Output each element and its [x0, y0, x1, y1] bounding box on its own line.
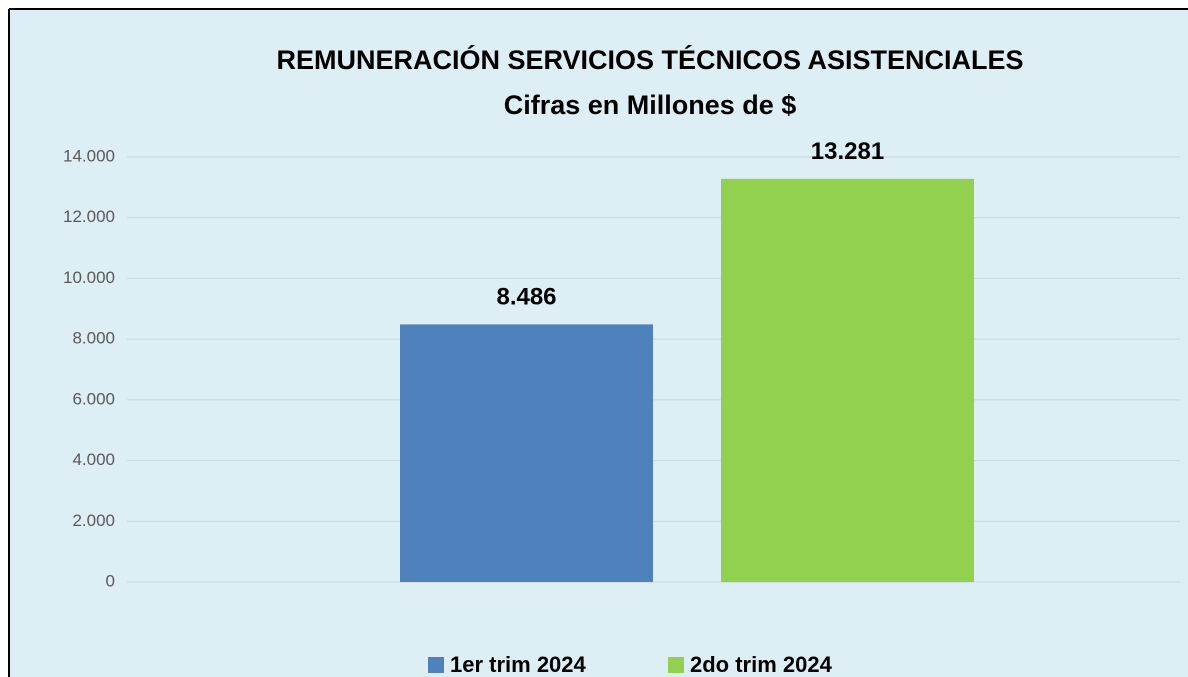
chart-title: REMUNERACIÓN SERVICIOS TÉCNICOS ASISTENC…	[276, 44, 1023, 75]
legend-swatch	[668, 657, 684, 673]
y-tick-label: 14.000	[63, 146, 115, 165]
data-label: 8.486	[496, 284, 556, 311]
y-tick-label: 4.000	[72, 450, 115, 469]
legend-label: 2do trim 2024	[690, 652, 833, 677]
data-label: 13.281	[811, 138, 884, 165]
chart-subtitle: Cifras en Millones de $	[504, 90, 797, 120]
legend-swatch	[428, 657, 444, 673]
y-tick-label: 6.000	[72, 389, 115, 408]
legend-label: 1er trim 2024	[450, 652, 587, 677]
y-tick-label: 2.000	[72, 511, 115, 530]
y-tick-label: 10.000	[63, 268, 115, 287]
y-tick-label: 12.000	[63, 207, 115, 226]
y-tick-label: 0	[106, 571, 115, 590]
bar	[721, 178, 974, 582]
y-tick-label: 8.000	[72, 329, 115, 348]
bar	[400, 324, 653, 582]
